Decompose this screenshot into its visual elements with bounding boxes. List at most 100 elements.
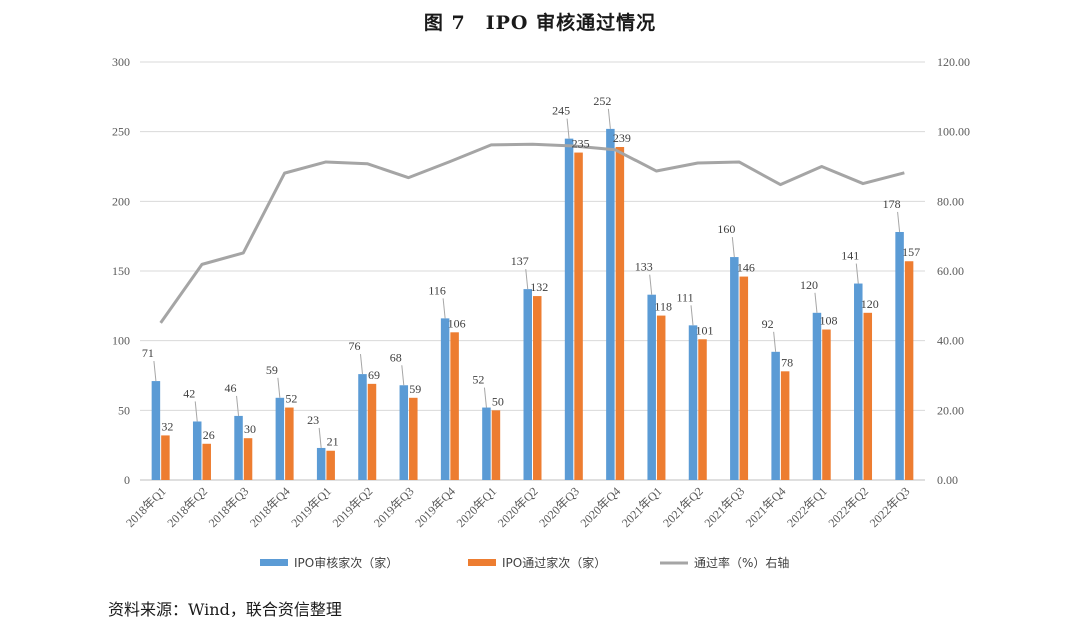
label-passed: 52 [285,392,297,406]
y-left-tick: 300 [112,55,130,69]
bar-passed [698,339,707,480]
legend-swatch [468,559,496,566]
bar-review [730,257,739,480]
bar-review [316,447,326,480]
y-right-tick: 100.00 [937,125,970,139]
x-tick-label: 2019年Q1 [288,484,334,530]
label-passed: 59 [409,382,421,396]
bar-review [482,407,491,480]
chart-title: 图 7 IPO 审核通过情况 [423,12,657,34]
label-review: 111 [676,290,693,304]
label-review: 42 [183,386,195,400]
x-tick-label: 2021年Q2 [660,484,706,530]
label-passed: 106 [448,316,466,330]
source-note: 资料来源：Wind，联合资信整理 [108,600,342,619]
label-leader [401,365,405,386]
bar-passed [450,332,459,480]
legend: IPO审核家次（家） IPO通过家次（家） 通过率（%）右轴 [260,555,789,570]
label-review: 120 [800,278,818,292]
bar-passed [656,315,666,480]
label-review: 23 [307,413,319,427]
y-right-tick: 80.00 [937,194,964,208]
bar-review [192,421,202,480]
x-tick-label: 2019年Q2 [330,484,376,530]
bar-review [771,351,780,480]
bar-review [895,231,904,480]
bar-passed [243,438,253,480]
label-leader [566,118,570,139]
label-review: 71 [142,346,154,360]
y-left-tick: 100 [112,334,130,348]
label-review: 92 [762,317,774,331]
chart: 0 50 100 150 200 250 300 0.00 20.00 40.00 60.00 80… [112,55,970,570]
bar-passed [367,383,377,480]
label-passed: 157 [902,245,920,259]
label-passed: 101 [696,323,714,337]
legend-label: 通过率（%）右轴 [694,555,789,570]
label-leader [525,269,529,290]
label-leader [897,211,901,233]
bar-passed [202,443,211,480]
label-review: 245 [552,104,570,118]
y-left-tick: 0 [124,473,130,487]
data-labels: 71 32 42 26 46 30 59 52 23 21 76 69 68 59 116 106 52 50 13… [142,94,920,449]
bar-review [688,325,698,480]
bar-review [606,128,615,480]
label-passed: 118 [654,300,672,314]
x-tick-label: 2021年Q1 [619,484,665,530]
label-review: 137 [511,254,529,268]
x-tick-label: 2020年Q1 [454,484,500,530]
label-leader [194,401,198,422]
y-left-tick: 150 [112,264,130,278]
bar-passed [574,152,583,481]
y-left-tick: 250 [112,125,130,139]
bars [151,128,914,481]
label-leader [607,108,611,129]
label-passed: 26 [203,428,215,442]
x-tick-label: 2020年Q4 [578,484,624,530]
label-leader [442,298,446,319]
label-leader [236,395,240,416]
label-review: 68 [390,350,402,364]
bar-review [564,138,574,480]
label-leader [318,427,322,449]
label-review: 141 [841,249,859,263]
label-passed: 108 [819,314,837,328]
x-tick-label: 2018年Q1 [123,484,169,530]
label-leader [277,377,281,398]
rate-polyline [159,142,905,324]
label-passed: 69 [368,368,380,382]
bar-review [812,312,822,480]
label-passed: 21 [327,435,339,449]
y-right-tick: 40.00 [937,334,964,348]
label-review: 52 [472,373,484,387]
label-leader [649,274,653,295]
x-tick-label: 2020年Q3 [536,484,582,530]
x-tick-label: 2022年Q2 [825,484,871,530]
label-passed: 235 [572,137,590,151]
label-leader [359,354,363,375]
x-tick-label: 2018年Q2 [164,484,210,530]
bar-passed [326,450,335,480]
y-right-tick: 120.00 [937,55,970,69]
x-tick-label: 2018年Q3 [206,484,252,530]
bar-review [523,289,532,480]
label-leader [773,331,777,352]
label-leader [690,305,694,326]
bar-passed [615,146,625,480]
x-tick-label: 2018年Q4 [247,484,293,530]
label-leader [153,361,157,382]
gridlines [140,61,925,481]
y-right-tick: 20.00 [937,403,964,417]
legend-label: IPO通过家次（家） [502,555,606,570]
y-right-tick: 60.00 [937,264,964,278]
x-axis-labels: 2018年Q12018年Q22018年Q32018年Q42019年Q12019年… [123,484,912,530]
y-left-tick: 200 [112,194,130,208]
bar-review [647,294,656,480]
label-passed: 239 [613,131,631,145]
label-leader [814,292,818,313]
rate-line [159,142,905,324]
label-review: 133 [635,260,653,274]
bar-review [854,283,863,480]
bar-passed [863,312,873,480]
